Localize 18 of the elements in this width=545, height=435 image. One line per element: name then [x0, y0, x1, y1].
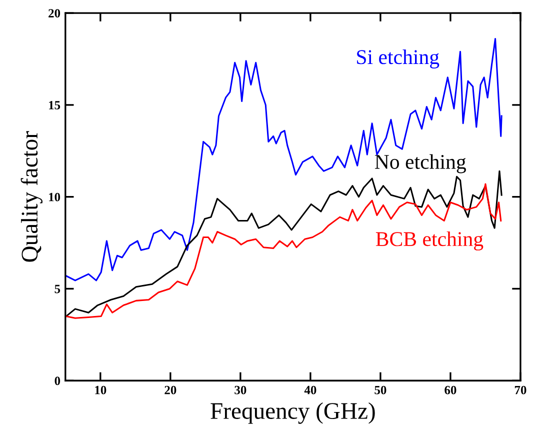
- x-tick-label: 40: [304, 386, 316, 394]
- line-series: [65, 38, 502, 282]
- y-tick-label: 15: [49, 101, 60, 110]
- x-tick-label: 20: [164, 386, 176, 394]
- y-tick-label: 0: [54, 376, 60, 386]
- x-tick-label: 10: [95, 386, 106, 394]
- x-tick-label: 70: [514, 386, 526, 394]
- series-label: No etching: [374, 154, 466, 174]
- series-label: BCB etching: [376, 231, 484, 250]
- x-tick-label: 60: [444, 386, 456, 394]
- x-tick-label: 30: [234, 386, 246, 394]
- y-axis-title: Quality factor: [20, 131, 42, 262]
- y-tick-label: 20: [48, 9, 60, 18]
- y-tick-label: 10: [49, 192, 60, 202]
- x-tick-label: 50: [374, 386, 386, 394]
- x-axis-title: Frequency (GHz): [210, 402, 375, 424]
- y-tick-label: 5: [54, 284, 60, 294]
- series-label: Si etching: [357, 50, 440, 68]
